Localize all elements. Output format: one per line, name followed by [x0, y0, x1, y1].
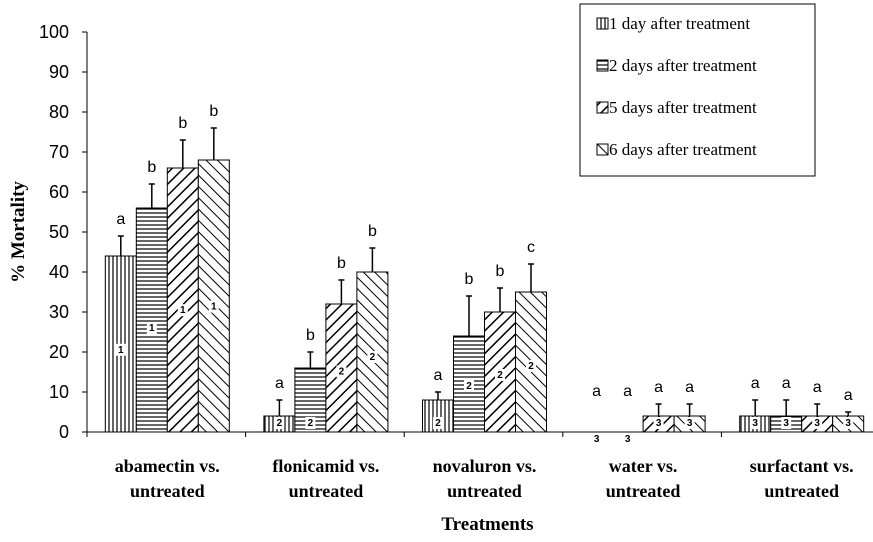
bar-number-bg: [367, 351, 378, 363]
category-label: water vs.: [609, 456, 678, 476]
bar-number: 1: [211, 302, 217, 313]
bar-number: 2: [339, 366, 345, 377]
bar-number: 2: [370, 352, 376, 363]
significance-letter: c: [527, 239, 535, 256]
significance-letter: b: [496, 263, 505, 280]
bar-number-bg: [526, 360, 536, 372]
bar-number-bg: [495, 369, 505, 381]
y-tick-label: 80: [49, 102, 69, 122]
legend-swatch: [596, 59, 609, 72]
bar-number: 3: [687, 418, 693, 429]
bar-number: 2: [277, 418, 283, 429]
significance-letter: a: [434, 367, 443, 384]
significance-letter: b: [368, 223, 377, 240]
significance-letter: b: [337, 255, 346, 272]
significance-letter: b: [209, 103, 218, 120]
bar-number-bg: [464, 379, 474, 392]
bar-number-bg: [781, 417, 792, 429]
bar-number-bg: [115, 343, 126, 356]
bar-number: 1: [118, 345, 124, 356]
bar-number-bg: [750, 417, 761, 429]
legend-label: 1 day after treatment: [609, 14, 750, 33]
bar-number-bg: [843, 417, 854, 429]
bar-number-bg: [146, 322, 157, 335]
bar-number-bg: [177, 304, 188, 317]
legend-box: [579, 3, 816, 177]
category-label: surfactant vs.: [750, 456, 854, 476]
category-label: novaluron vs.: [433, 456, 537, 476]
category-label: untreated: [130, 481, 205, 501]
bar-number-bg: [622, 433, 633, 445]
bar-number: 2: [466, 381, 472, 392]
significance-letter: a: [654, 379, 663, 396]
significance-letter: a: [751, 375, 760, 392]
y-tick-label: 50: [49, 222, 69, 242]
y-tick-label: 100: [39, 22, 69, 42]
category-label: abamectin vs.: [115, 456, 220, 476]
y-axis-title: % Mortality: [8, 181, 29, 283]
bar-number-bg: [684, 417, 695, 429]
bar-number: 3: [594, 434, 600, 445]
significance-letter: a: [782, 375, 791, 392]
legend-label: 6 days after treatment: [609, 140, 757, 159]
y-tick-label: 40: [49, 262, 69, 282]
significance-letter: a: [813, 379, 822, 396]
legend-swatch: [596, 143, 609, 156]
y-tick-label: 90: [49, 62, 69, 82]
significance-letter: b: [465, 271, 474, 288]
bar-number-bg: [274, 417, 285, 429]
y-tick-label: 30: [49, 302, 69, 322]
y-tick-label: 70: [49, 142, 69, 162]
bar-number: 3: [845, 418, 851, 429]
legend-swatch: [596, 101, 609, 114]
bar-number: 3: [656, 418, 662, 429]
significance-letter: a: [592, 383, 601, 400]
significance-letter: a: [844, 387, 853, 404]
bar-number: 1: [149, 323, 155, 334]
legend-swatch: [596, 17, 609, 30]
significance-letter: b: [178, 115, 187, 132]
bar-number: 2: [435, 418, 441, 429]
category-label: untreated: [447, 481, 522, 501]
bar-number-bg: [433, 417, 443, 429]
bar-number-bg: [208, 300, 219, 313]
bar-number: 2: [528, 361, 534, 372]
y-tick-label: 20: [49, 342, 69, 362]
y-tick-label: 0: [59, 422, 69, 442]
significance-letter: a: [275, 375, 284, 392]
bar: [166, 167, 199, 433]
bar-number: 3: [814, 418, 820, 429]
significance-letter: a: [623, 383, 632, 400]
bar-number-bg: [591, 433, 602, 445]
bar-number-bg: [653, 417, 664, 429]
bar: [197, 159, 230, 433]
significance-letter: b: [147, 159, 156, 176]
bar-number: 3: [752, 418, 758, 429]
significance-letter: b: [306, 327, 315, 344]
category-label: untreated: [289, 481, 364, 501]
category-label: untreated: [606, 481, 681, 501]
bar-number: 3: [783, 418, 789, 429]
bar-number-bg: [305, 417, 316, 429]
bar-number: 1: [180, 305, 186, 316]
significance-letter: a: [685, 379, 694, 396]
bar-number: 2: [497, 370, 503, 381]
x-axis-title: Treatments: [441, 514, 533, 535]
bar-number: 3: [625, 434, 631, 445]
y-tick-label: 10: [49, 382, 69, 402]
y-tick-label: 60: [49, 182, 69, 202]
significance-letter: a: [116, 211, 125, 228]
bar-number: 2: [308, 418, 314, 429]
category-label: untreated: [764, 481, 839, 501]
bar-number-bg: [812, 417, 823, 429]
bar: [135, 207, 168, 433]
category-label: flonicamid vs.: [272, 456, 379, 476]
bar-number-bg: [336, 365, 347, 378]
legend-label: 5 days after treatment: [609, 98, 757, 117]
legend-label: 2 days after treatment: [609, 56, 757, 75]
